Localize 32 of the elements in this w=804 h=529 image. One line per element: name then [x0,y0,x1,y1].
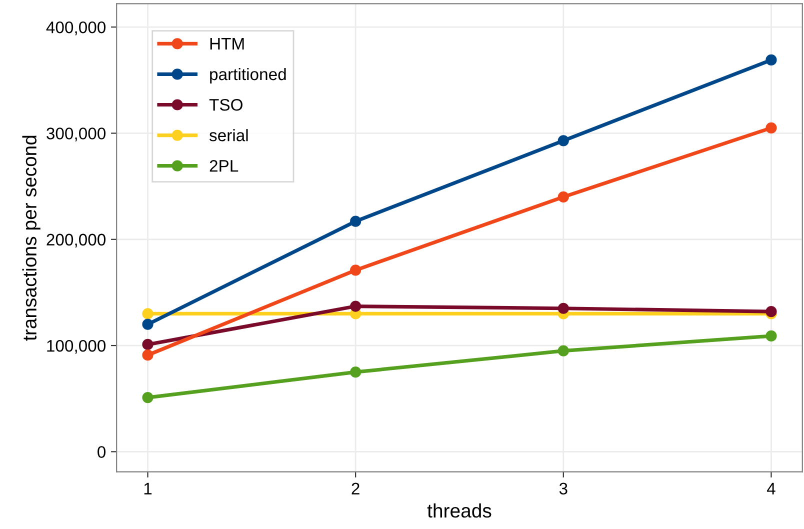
point [142,318,154,330]
legend-label: HTM [210,38,244,50]
point [142,338,154,350]
point [766,122,777,134]
point [766,330,777,342]
point [766,54,777,66]
point [142,350,154,361]
point [350,300,362,312]
y-tick-label: 300,000 [46,128,106,142]
point [142,308,154,320]
y-tick-label: 0 [98,446,106,458]
point [558,135,569,146]
point [142,392,154,404]
legend-label: TSO [209,98,242,111]
point [558,191,569,202]
y-axis-title: transactions per second [22,136,40,341]
x-axis-title: threads [427,503,492,518]
point [350,216,362,227]
y-tick-label: 400,000 [46,21,106,36]
point [350,264,362,276]
point [558,345,569,356]
point [558,302,569,314]
legend-label: 2PL [210,160,238,172]
x-tick-label: 1 [144,482,152,494]
legend-label: serial [209,129,248,142]
legend-label: partitioned [210,68,286,84]
x-tick-label: 4 [766,482,776,494]
x-tick-label: 2 [352,482,360,494]
point [350,366,362,378]
x-tick-label: 3 [559,482,568,495]
y-tick-label: 100,000 [47,340,106,354]
y-tick-label: 200,000 [46,234,106,248]
